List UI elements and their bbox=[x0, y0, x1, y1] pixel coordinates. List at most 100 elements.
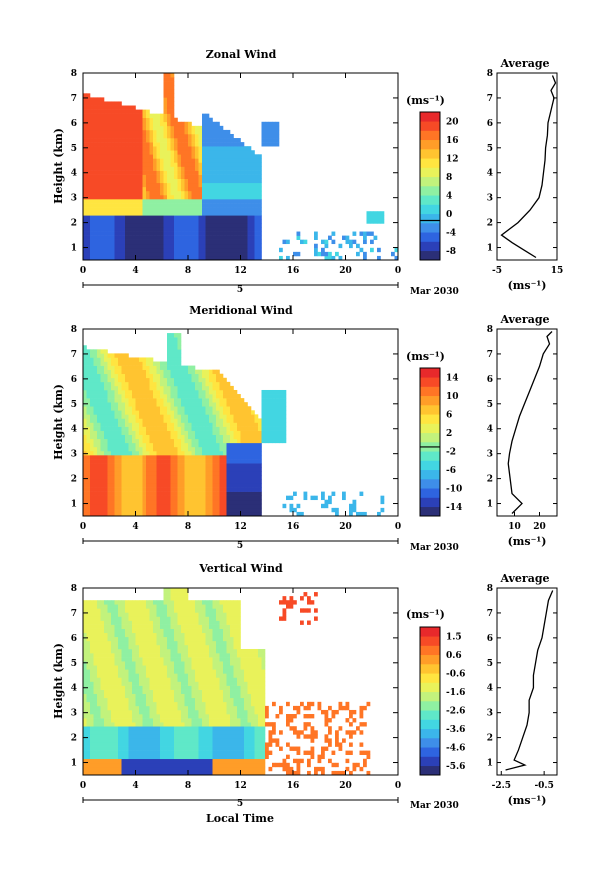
heatmap-cell bbox=[223, 211, 227, 216]
heatmap-cell bbox=[142, 389, 147, 395]
heatmap-cell bbox=[184, 121, 189, 127]
heatmap-cell bbox=[104, 255, 108, 261]
heatmap-cell bbox=[118, 203, 122, 208]
heatmap-cell bbox=[156, 414, 161, 419]
heatmap-cell bbox=[97, 442, 101, 448]
heatmap-cell bbox=[153, 113, 157, 119]
heatmap-cell bbox=[104, 170, 108, 175]
heatmap-cell bbox=[188, 406, 192, 411]
heatmap-cell bbox=[107, 211, 112, 216]
heatmap-cell bbox=[170, 467, 175, 472]
heatmap-cell bbox=[170, 207, 175, 212]
heatmap-cell bbox=[121, 121, 126, 127]
heatmap-cell bbox=[244, 146, 248, 151]
heatmap-cell bbox=[226, 406, 231, 411]
heatmap-cell bbox=[114, 677, 119, 682]
heatmap-cell bbox=[142, 361, 147, 366]
heatmap-cell bbox=[181, 121, 185, 127]
heatmap-cell bbox=[135, 255, 140, 261]
heatmap-cell bbox=[100, 361, 105, 366]
heatmap-cell bbox=[174, 491, 178, 496]
heatmap-cell bbox=[195, 471, 199, 476]
heatmap-cell bbox=[216, 215, 220, 220]
heatmap-cell bbox=[83, 97, 87, 102]
heatmap-cell bbox=[212, 442, 217, 448]
heatmap-cell bbox=[90, 162, 94, 167]
heatmap-cell bbox=[254, 442, 259, 448]
heatmap-cell bbox=[216, 251, 220, 257]
heatmap-cell bbox=[223, 215, 227, 220]
heatmap-cell bbox=[240, 410, 245, 415]
heatmap-cell bbox=[111, 231, 115, 236]
heatmap-cell bbox=[142, 653, 147, 658]
heatmap-cell bbox=[128, 223, 133, 228]
heatmap-cell bbox=[160, 402, 164, 407]
heatmap-cell bbox=[160, 495, 164, 501]
heatmap-cell bbox=[97, 398, 101, 403]
heatmap-cell bbox=[93, 608, 98, 613]
heatmap-cell bbox=[153, 373, 157, 379]
heatmap-cell bbox=[125, 714, 129, 719]
heatmap-cell bbox=[128, 227, 133, 232]
heatmap-cell bbox=[90, 446, 94, 452]
heatmap-cell bbox=[93, 604, 98, 609]
heatmap-cell bbox=[219, 459, 224, 464]
heatmap-cell bbox=[97, 681, 101, 686]
heatmap-cell bbox=[90, 105, 94, 110]
heatmap-cell bbox=[83, 616, 87, 621]
heatmap-cell bbox=[93, 117, 98, 123]
heatmap-cell bbox=[139, 231, 143, 236]
heatmap-cell bbox=[97, 734, 101, 739]
heatmap-cell bbox=[233, 227, 238, 232]
day-label-zonal: 5 bbox=[237, 285, 243, 295]
heatmap-cell bbox=[86, 673, 91, 678]
heatmap-cell bbox=[139, 624, 143, 629]
heatmap-cell bbox=[216, 381, 220, 387]
heatmap-cell bbox=[177, 194, 182, 200]
heatmap-cell bbox=[198, 430, 203, 435]
heatmap-cell bbox=[128, 406, 133, 411]
heatmap-cell bbox=[86, 463, 91, 468]
heatmap-cell bbox=[114, 186, 119, 192]
heatmap-cell bbox=[258, 154, 262, 159]
heatmap-cell bbox=[107, 438, 112, 444]
heatmap-cell bbox=[223, 223, 227, 228]
heatmap-cell bbox=[254, 503, 259, 509]
heatmap-cell bbox=[156, 166, 161, 171]
heatmap-cell bbox=[111, 194, 115, 200]
heatmap-cell bbox=[139, 722, 143, 727]
heatmap-cell bbox=[156, 215, 161, 220]
heatmap-cell bbox=[265, 389, 269, 395]
heatmap-cell bbox=[268, 410, 273, 415]
heatmap-cell bbox=[149, 430, 154, 435]
heatmap-cell bbox=[149, 438, 154, 444]
heatmap-cell bbox=[86, 215, 91, 220]
heatmap-cell bbox=[104, 624, 108, 629]
heatmap-cell bbox=[247, 251, 252, 257]
heatmap-cell bbox=[170, 495, 175, 501]
heatmap-cell bbox=[139, 463, 143, 468]
heatmap-cell bbox=[128, 199, 133, 204]
colorbar-swatch bbox=[420, 405, 440, 415]
heatmap-cell bbox=[83, 385, 87, 391]
heatmap-cell bbox=[212, 479, 217, 484]
heatmap-cell bbox=[90, 369, 94, 375]
heatmap-cell bbox=[184, 199, 189, 204]
heatmap-cell bbox=[188, 459, 192, 464]
heatmap-cell bbox=[160, 227, 164, 232]
heatmap-cell bbox=[132, 182, 136, 188]
heatmap-cell bbox=[149, 418, 154, 423]
heatmap-cell bbox=[156, 511, 161, 517]
heatmap-cell bbox=[163, 162, 168, 167]
heatmap-cell bbox=[254, 251, 259, 257]
heatmap-cell bbox=[121, 418, 126, 423]
heatmap-cell bbox=[226, 146, 231, 151]
heatmap-cell bbox=[279, 438, 283, 444]
heatmap-cell bbox=[275, 426, 280, 431]
heatmap-cell bbox=[149, 203, 154, 208]
heatmap-cell bbox=[139, 121, 143, 127]
heatmap-cell bbox=[128, 644, 133, 650]
heatmap-cell bbox=[198, 125, 203, 131]
heatmap-cell bbox=[240, 418, 245, 423]
heatmap-cell bbox=[184, 455, 189, 460]
